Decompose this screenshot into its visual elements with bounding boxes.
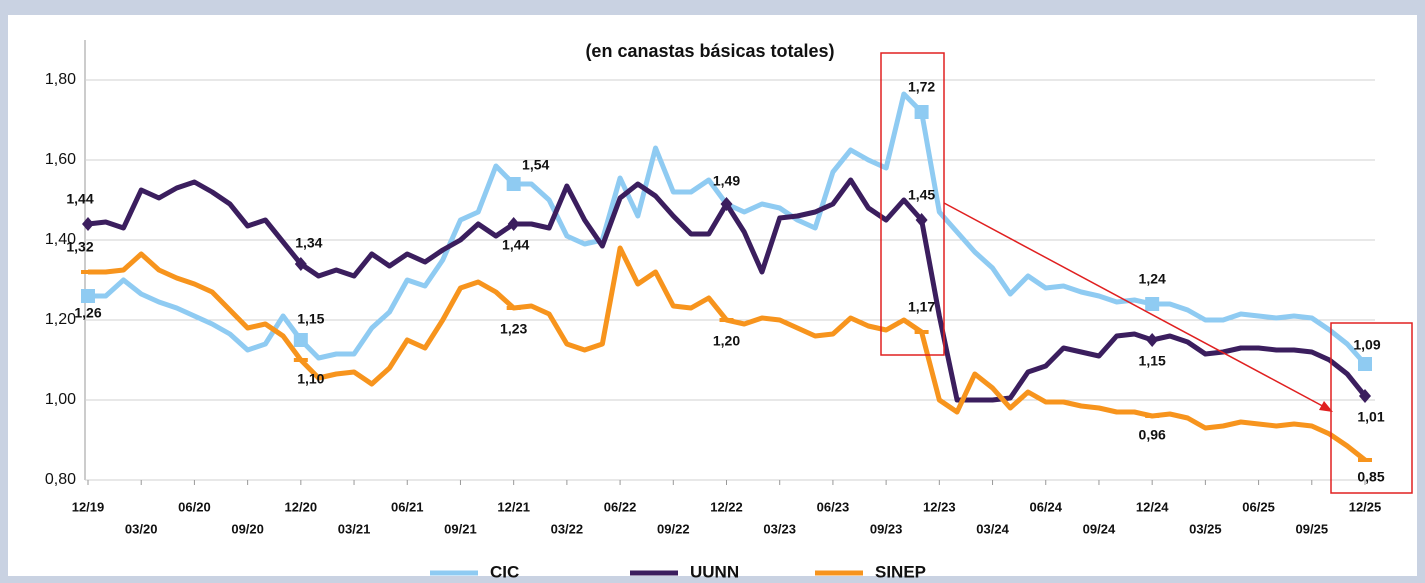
data-label: 1,24 [1139, 271, 1166, 287]
y-tick-label: 1,20 [45, 311, 76, 328]
x-tick-label: 09/22 [657, 521, 690, 536]
x-tick-label: 09/24 [1083, 521, 1116, 536]
x-tick-label: 03/23 [763, 521, 796, 536]
point-marker [506, 177, 521, 191]
data-label: 1,15 [297, 311, 324, 327]
chart-subtitle: (en canastas básicas totales) [585, 41, 834, 61]
point-marker [1145, 414, 1160, 418]
point-marker [1145, 297, 1160, 311]
x-tick-label: 12/23 [923, 499, 956, 514]
data-label: 1,17 [908, 299, 935, 315]
x-tick-label: 12/22 [710, 499, 743, 514]
x-tick-label: 06/21 [391, 499, 424, 514]
point-marker [719, 318, 734, 322]
x-tick-label: 09/20 [231, 521, 264, 536]
chart-panel [8, 15, 1417, 576]
y-tick-label: 1,40 [45, 231, 76, 248]
x-tick-label: 09/23 [870, 521, 903, 536]
y-tick-label: 1,00 [45, 391, 76, 408]
point-marker [914, 330, 929, 334]
x-tick-label: 12/25 [1349, 499, 1382, 514]
y-tick-label: 1,60 [45, 151, 76, 168]
x-tick-label: 12/21 [497, 499, 530, 514]
point-marker [506, 306, 521, 310]
x-tick-label: 06/23 [817, 499, 850, 514]
point-marker [914, 105, 929, 119]
x-tick-label: 09/21 [444, 521, 477, 536]
legend-label: SINEP [875, 562, 926, 581]
point-marker [507, 217, 520, 231]
x-tick-label: 03/24 [976, 521, 1009, 536]
data-label: 1,45 [908, 187, 935, 203]
point-marker [720, 197, 733, 211]
data-label: 0,85 [1357, 469, 1384, 485]
x-tick-label: 06/20 [178, 499, 211, 514]
x-tick-label: 06/25 [1242, 499, 1275, 514]
data-label: 1,72 [908, 79, 935, 95]
x-tick-label: 12/19 [72, 499, 105, 514]
highlight-box [880, 52, 945, 356]
point-marker [915, 213, 928, 227]
point-marker [82, 217, 94, 231]
highlight-box [1330, 322, 1413, 494]
data-label: 1,01 [1357, 409, 1384, 425]
x-tick-label: 03/21 [338, 521, 371, 536]
data-label: 1,49 [713, 173, 740, 189]
x-tick-label: 03/22 [551, 521, 584, 536]
x-tick-label: 06/24 [1029, 499, 1062, 514]
point-marker [293, 333, 308, 347]
data-label: 1,54 [522, 157, 549, 173]
x-tick-label: 06/22 [604, 499, 637, 514]
legend-label: CIC [490, 562, 519, 581]
point-marker [294, 257, 307, 271]
data-label: 0,96 [1139, 427, 1166, 443]
x-tick-label: 03/25 [1189, 521, 1222, 536]
data-label: 1,44 [502, 237, 529, 253]
x-tick-label: 09/25 [1296, 521, 1329, 536]
point-marker [1146, 333, 1159, 347]
y-tick-label: 1,80 [45, 71, 76, 88]
data-label: 1,15 [1139, 353, 1166, 369]
x-tick-label: 12/20 [285, 499, 318, 514]
point-marker [81, 289, 95, 303]
point-marker [81, 270, 95, 274]
annotation-arrow [943, 202, 1331, 411]
data-label: 1,26 [74, 305, 101, 321]
x-tick-label: 12/24 [1136, 499, 1169, 514]
plot-area: 0,80 1,00 1,20 1,40 1,60 1,80 12/19 03/20 06/20 0… [45, 40, 1385, 581]
data-label: 1,10 [297, 371, 324, 387]
data-label: 1,44 [66, 191, 93, 207]
arrow-head [1319, 401, 1333, 412]
point-marker [1358, 357, 1372, 371]
legend-label: UUNN [690, 562, 739, 581]
point-marker [1358, 458, 1372, 462]
data-label: 1,09 [1353, 337, 1380, 353]
data-label: 1,20 [713, 333, 740, 349]
x-tick-label: 03/20 [125, 521, 158, 536]
data-label: 1,23 [500, 321, 527, 337]
point-marker [293, 358, 308, 362]
data-label: 1,32 [66, 239, 93, 255]
y-tick-label: 0,80 [45, 471, 76, 488]
data-label: 1,34 [295, 235, 322, 251]
point-marker [1359, 389, 1371, 403]
